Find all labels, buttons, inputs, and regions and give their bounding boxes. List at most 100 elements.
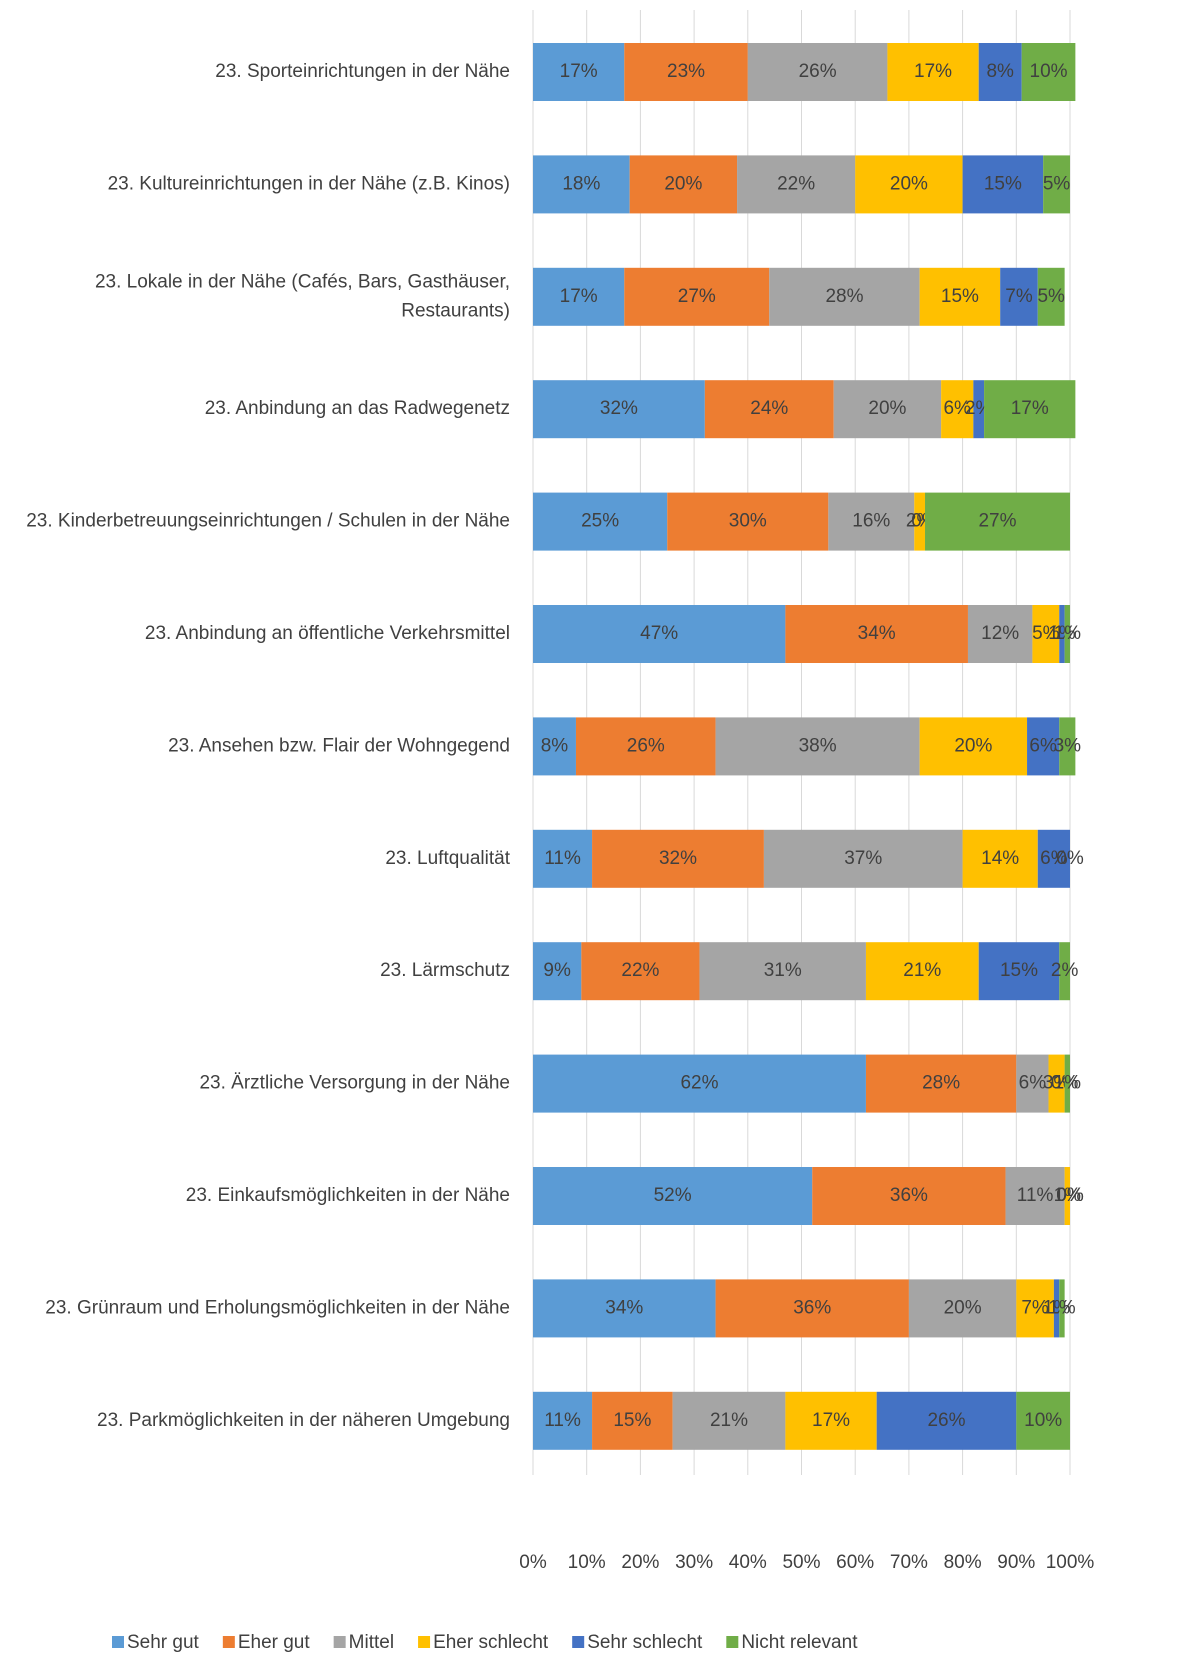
data-label: 17%	[560, 286, 598, 307]
bar-segment	[624, 267, 770, 326]
data-label: 32%	[600, 398, 638, 419]
data-label: 11%	[544, 1410, 581, 1431]
category-label: 23. Luftqualität	[385, 848, 510, 869]
data-label: 18%	[562, 173, 600, 194]
bar-segment	[592, 1391, 673, 1450]
bar-segment	[1059, 942, 1070, 1001]
data-label: 10%	[1030, 61, 1068, 82]
data-label: 15%	[1000, 960, 1038, 981]
data-label: 20%	[944, 1297, 982, 1318]
bar-segment	[785, 605, 968, 663]
bar-segment	[1005, 1167, 1065, 1225]
data-label: 25%	[581, 511, 619, 532]
bar-segment	[592, 829, 764, 888]
data-label: 17%	[1011, 398, 1049, 419]
data-label: 37%	[844, 848, 882, 869]
bar-segment	[1048, 1054, 1065, 1113]
data-label: 1%	[1048, 1297, 1076, 1318]
legend-swatch	[222, 1636, 235, 1648]
data-label: 24%	[750, 398, 788, 419]
data-label: 15%	[984, 173, 1022, 194]
legend-swatch	[112, 1636, 124, 1648]
data-label: 28%	[825, 286, 863, 307]
data-label: 7%	[1005, 286, 1033, 307]
bar-segment	[1016, 1279, 1054, 1338]
bar-segment	[533, 43, 625, 101]
category-label: 23. Lärmschutz	[380, 960, 510, 981]
data-label: 22%	[777, 173, 815, 194]
bar-segment	[533, 155, 630, 214]
legend-label: Nicht relevant	[741, 1632, 858, 1653]
bar-segment	[629, 155, 738, 214]
data-label: 0%	[1056, 1185, 1084, 1206]
x-tick-label: 50%	[782, 1552, 820, 1573]
data-label: 1%	[1054, 1185, 1082, 1206]
data-label: 9%	[543, 960, 571, 981]
data-label: 34%	[605, 1297, 643, 1318]
bar-segment	[887, 43, 979, 101]
data-label: 27%	[978, 511, 1016, 532]
data-label: 15%	[941, 286, 979, 307]
data-label: 62%	[680, 1073, 718, 1094]
bar-segment	[1016, 1054, 1049, 1113]
bar-segment	[833, 380, 942, 439]
bar-segment	[984, 380, 1076, 439]
bar-segment	[967, 605, 1033, 663]
bar-segment	[575, 717, 716, 776]
x-tick-label: 20%	[621, 1552, 659, 1573]
bar-segment	[1000, 267, 1038, 326]
bar-segment	[1037, 267, 1065, 326]
data-label: 38%	[799, 735, 837, 756]
bar-segment	[919, 267, 1001, 326]
data-label: 34%	[858, 623, 896, 644]
data-label: 30%	[729, 511, 767, 532]
bar-segment	[828, 492, 915, 551]
bar-segment	[1021, 43, 1076, 101]
data-label: 52%	[654, 1185, 692, 1206]
x-tick-label: 60%	[836, 1552, 874, 1573]
bar-segment	[865, 1054, 1017, 1113]
bar-segment	[978, 942, 1060, 1001]
legend-swatch	[726, 1636, 739, 1648]
bar-segment	[973, 380, 985, 439]
data-label: 14%	[981, 848, 1019, 869]
bar-segment	[914, 492, 926, 551]
data-label: 20%	[954, 735, 992, 756]
data-label: 17%	[560, 61, 598, 82]
data-label: 1%	[1054, 1073, 1082, 1094]
bar-segment	[919, 717, 1028, 776]
data-label: 11%	[544, 848, 581, 869]
bar-segment	[1059, 605, 1065, 663]
bar-segment	[533, 492, 668, 551]
data-label: 21%	[903, 960, 941, 981]
data-label: 10%	[1024, 1410, 1062, 1431]
bar-segment	[1053, 1279, 1060, 1338]
bar-segment	[1037, 829, 1070, 888]
legend-label: Sehr schlecht	[587, 1632, 703, 1653]
data-label: 20%	[868, 398, 906, 419]
bar-segment	[962, 829, 1038, 888]
x-tick-label: 40%	[729, 1552, 767, 1573]
data-label: 5%	[1032, 623, 1060, 644]
data-label: 3%	[1043, 1073, 1071, 1094]
category-label: 23. Anbindung an das Radwegenetz	[205, 398, 510, 419]
data-label: 6%	[943, 398, 971, 419]
x-tick-label: 30%	[675, 1552, 713, 1573]
bar-segment	[962, 155, 1044, 214]
bar-segment	[533, 1391, 593, 1450]
bar-segment	[533, 942, 582, 1001]
data-label: 12%	[981, 623, 1019, 644]
bar-segment	[925, 492, 1070, 551]
bar-segment	[769, 267, 920, 326]
bar-segment	[533, 1279, 716, 1338]
data-label: 20%	[890, 173, 928, 194]
bar-segment	[699, 942, 866, 1001]
legend-label: Mittel	[349, 1632, 394, 1653]
category-label: 23. Kultureinrichtungen in der Nähe (z.B…	[108, 173, 510, 194]
data-label: 1%	[1054, 623, 1082, 644]
category-label: 23. Lokale in der Nähe (Cafés, Bars, Gas…	[95, 271, 510, 321]
data-label: 6%	[1029, 735, 1057, 756]
bar-segment	[672, 1391, 786, 1450]
bar-segment	[785, 1391, 877, 1450]
